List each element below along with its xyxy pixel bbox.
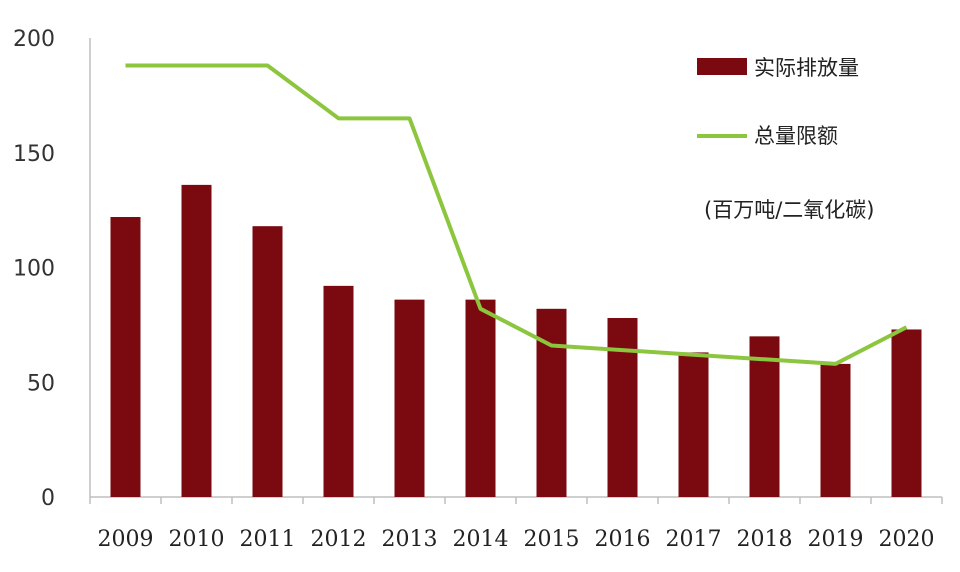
y-tick-label: 150 [13,142,55,167]
bar-2014 [465,299,496,497]
cap-line [125,63,908,366]
legend-swatch-bar [697,58,747,75]
x-tick-label: 2014 [453,527,509,552]
bar-2020 [891,329,922,497]
x-tick-label: 2010 [169,527,225,552]
legend-label-bar: 实际排放量 [754,56,859,80]
x-tick-label: 2013 [382,527,438,552]
bar-2010 [181,184,212,497]
x-tick-label: 2015 [524,527,580,552]
x-tick-label: 2017 [666,527,722,552]
legend-label-line: 总量限额 [754,124,838,148]
y-tick-label: 100 [13,257,55,282]
axes [89,38,942,498]
bar-series [110,184,922,497]
bar-2013 [394,299,425,497]
unit-note: (百万吨/二氧化碳) [704,198,874,222]
y-tick-labels: 0 50 100 150 200 [13,27,55,511]
line-series [125,63,908,366]
bar-2015 [536,308,567,497]
bar-2017 [678,352,709,497]
x-tick-label: 2018 [737,527,793,552]
bar-2019 [820,363,851,497]
x-tick-label: 2016 [595,527,651,552]
x-tick-label: 2019 [808,527,864,552]
bar-2012 [323,285,354,497]
bar-2016 [607,317,638,497]
legend: 实际排放量 总量限额 (百万吨/二氧化碳) [697,56,874,222]
bar-2009 [110,217,141,497]
x-tick-label: 2012 [311,527,367,552]
bar-2018 [749,336,780,497]
x-tick-labels: 2009 2010 2011 2012 2013 2014 2015 2016 2017 2018… [89,497,943,552]
y-tick-label: 200 [13,27,55,52]
x-tick-label: 2020 [879,527,935,552]
x-tick-label: 2009 [98,527,154,552]
x-tick-label: 2011 [240,527,296,552]
y-tick-label: 0 [41,486,55,511]
bar-2011 [252,226,283,497]
y-tick-label: 50 [27,371,55,396]
